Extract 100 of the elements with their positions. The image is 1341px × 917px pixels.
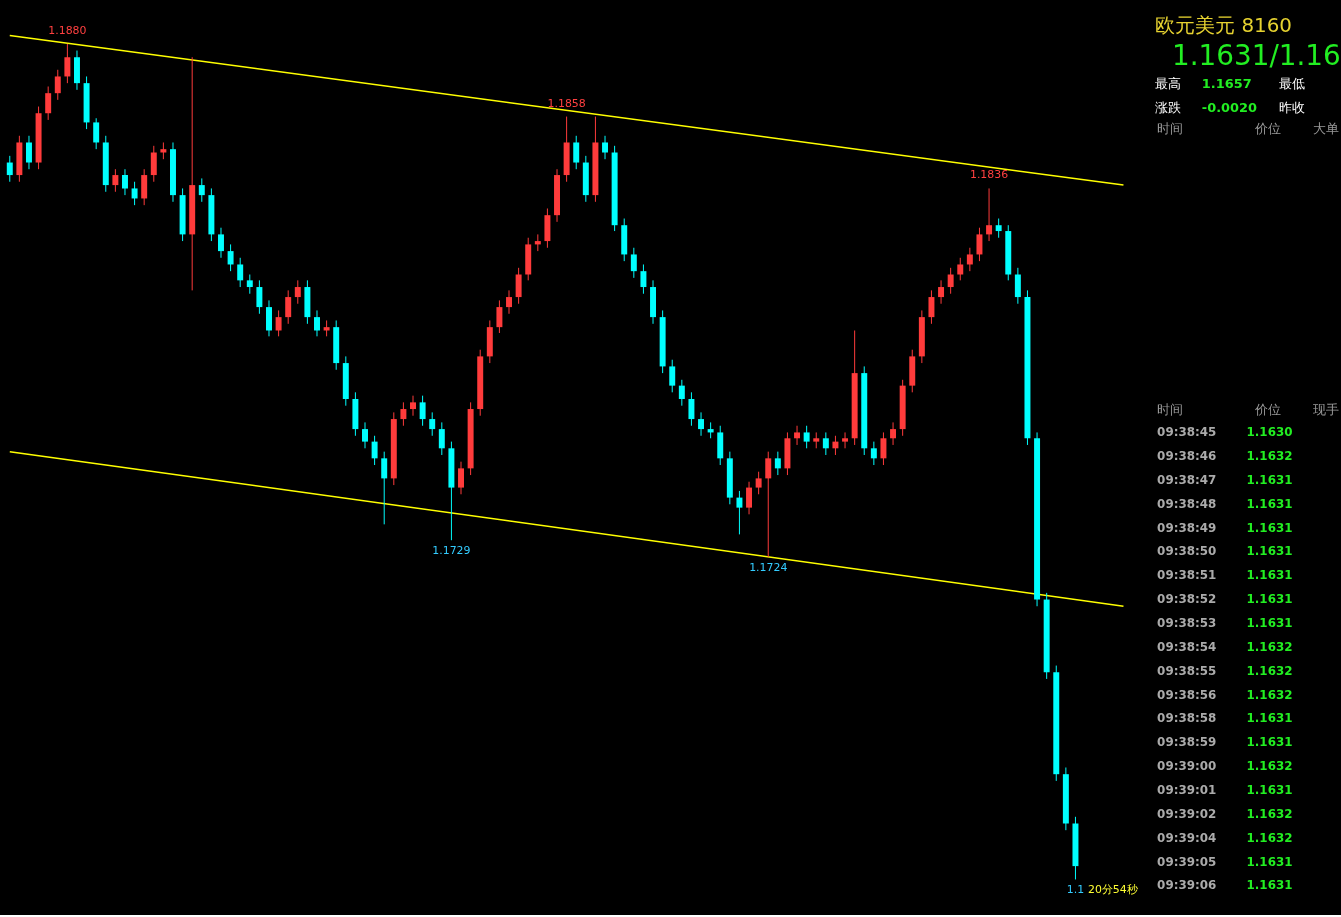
text: 价位 bbox=[1253, 402, 1281, 418]
text: 1.1631 bbox=[1246, 854, 1293, 869]
candlestick bbox=[429, 411, 436, 437]
text: 1.1632 bbox=[1246, 448, 1293, 463]
text: 09:38:56 bbox=[1157, 687, 1217, 702]
candlestick bbox=[112, 168, 119, 193]
candlestick bbox=[995, 218, 1002, 239]
text: 1.1632 bbox=[1246, 830, 1293, 845]
candlestick bbox=[976, 227, 983, 262]
candlestick bbox=[64, 43, 71, 84]
candlestick bbox=[122, 168, 128, 196]
text: 昨收 bbox=[1279, 100, 1306, 116]
candlestick bbox=[774, 451, 781, 476]
text: 欧元美元 8160 bbox=[1155, 13, 1293, 37]
text: 1.1631 bbox=[1246, 592, 1293, 607]
text: 20分54秒 bbox=[1087, 883, 1138, 897]
candlestick bbox=[928, 289, 935, 325]
text: 1.1631 bbox=[1246, 472, 1293, 487]
candlestick bbox=[794, 425, 801, 446]
text: 09:38:49 bbox=[1157, 520, 1217, 535]
candlestick bbox=[314, 309, 320, 337]
candlestick bbox=[1014, 267, 1021, 305]
annotation: 1.1836 bbox=[969, 168, 1009, 182]
candlestick bbox=[688, 391, 695, 427]
text: -0.0020 bbox=[1201, 100, 1258, 116]
candlestick bbox=[218, 227, 224, 259]
candlestick bbox=[381, 451, 388, 525]
text: 09:38:55 bbox=[1157, 663, 1217, 678]
text: 1.1631 bbox=[1246, 711, 1293, 726]
text: 1.1631 bbox=[1246, 544, 1293, 559]
text: 09:39:05 bbox=[1157, 854, 1217, 869]
candlestick bbox=[227, 243, 234, 272]
candlestick bbox=[371, 435, 378, 466]
text: 09:38:45 bbox=[1157, 425, 1217, 440]
candlestick bbox=[947, 267, 954, 295]
candlestick bbox=[275, 309, 282, 337]
candlestick bbox=[880, 431, 887, 466]
candlestick bbox=[678, 379, 685, 407]
text: 大单 bbox=[1313, 120, 1340, 136]
text: 09:38:48 bbox=[1157, 496, 1217, 511]
text: 09:38:52 bbox=[1157, 592, 1217, 607]
candlestick bbox=[458, 461, 464, 495]
text: 最高 bbox=[1155, 76, 1182, 92]
candlestick bbox=[438, 421, 445, 456]
candlestick bbox=[246, 274, 253, 295]
candlestick bbox=[602, 135, 609, 160]
text: 09:38:50 bbox=[1157, 544, 1217, 559]
candlestick bbox=[573, 135, 580, 170]
text: 涨跌 bbox=[1155, 100, 1182, 116]
text: 09:39:04 bbox=[1157, 830, 1217, 845]
annotation: 1.1858 bbox=[547, 96, 586, 110]
text: 1.1631 bbox=[1246, 615, 1293, 630]
annotation: 1.1724 bbox=[749, 560, 788, 574]
text: 1.1632 bbox=[1246, 687, 1293, 702]
text: 09:39:01 bbox=[1157, 782, 1217, 797]
text: 时间 bbox=[1157, 402, 1184, 418]
candlestick bbox=[198, 177, 205, 203]
candlestick bbox=[400, 401, 407, 427]
candlestick bbox=[506, 289, 512, 315]
candlestick bbox=[669, 359, 676, 393]
candlestick bbox=[285, 289, 292, 325]
candlestick bbox=[93, 117, 100, 150]
text: 1.1631/1.16 bbox=[1172, 39, 1341, 73]
candlestick bbox=[266, 299, 272, 337]
candlestick bbox=[832, 435, 839, 456]
candlestick bbox=[938, 279, 945, 305]
candlestick bbox=[150, 145, 157, 183]
candlestick bbox=[25, 135, 32, 170]
text: 09:39:02 bbox=[1157, 806, 1217, 821]
candlestick bbox=[755, 471, 762, 495]
text: 1.1631 bbox=[1246, 735, 1293, 750]
candlestick bbox=[698, 411, 705, 437]
text: 09:38:59 bbox=[1157, 735, 1217, 750]
candlestick bbox=[640, 263, 647, 295]
candlestick bbox=[842, 431, 849, 449]
candlestick bbox=[515, 267, 522, 305]
candlestick bbox=[736, 490, 743, 535]
text: 09:38:53 bbox=[1157, 615, 1217, 630]
text: 1.1657 bbox=[1201, 76, 1252, 92]
candlestick bbox=[237, 257, 244, 288]
candlestick bbox=[630, 247, 637, 279]
candlestick bbox=[45, 85, 52, 121]
text: 1.1631 bbox=[1246, 520, 1293, 535]
candlestick bbox=[986, 187, 993, 242]
annotation: 1.1880 bbox=[48, 23, 87, 37]
text: 09:38:47 bbox=[1157, 472, 1217, 487]
annotation: 1.1 bbox=[1066, 883, 1085, 897]
text: 09:38:51 bbox=[1157, 568, 1217, 583]
text: 1.1630 bbox=[1246, 425, 1293, 440]
text: 现手 bbox=[1313, 402, 1340, 418]
candlestick bbox=[54, 69, 61, 101]
candlestick bbox=[294, 279, 301, 305]
candlestick bbox=[870, 441, 877, 466]
candlestick bbox=[966, 247, 973, 272]
text: 09:38:58 bbox=[1157, 711, 1217, 726]
candlestick bbox=[362, 421, 368, 449]
candlestick bbox=[822, 431, 829, 456]
text: 09:39:00 bbox=[1157, 759, 1217, 774]
candlestick bbox=[419, 395, 426, 427]
candlestick bbox=[890, 421, 897, 446]
